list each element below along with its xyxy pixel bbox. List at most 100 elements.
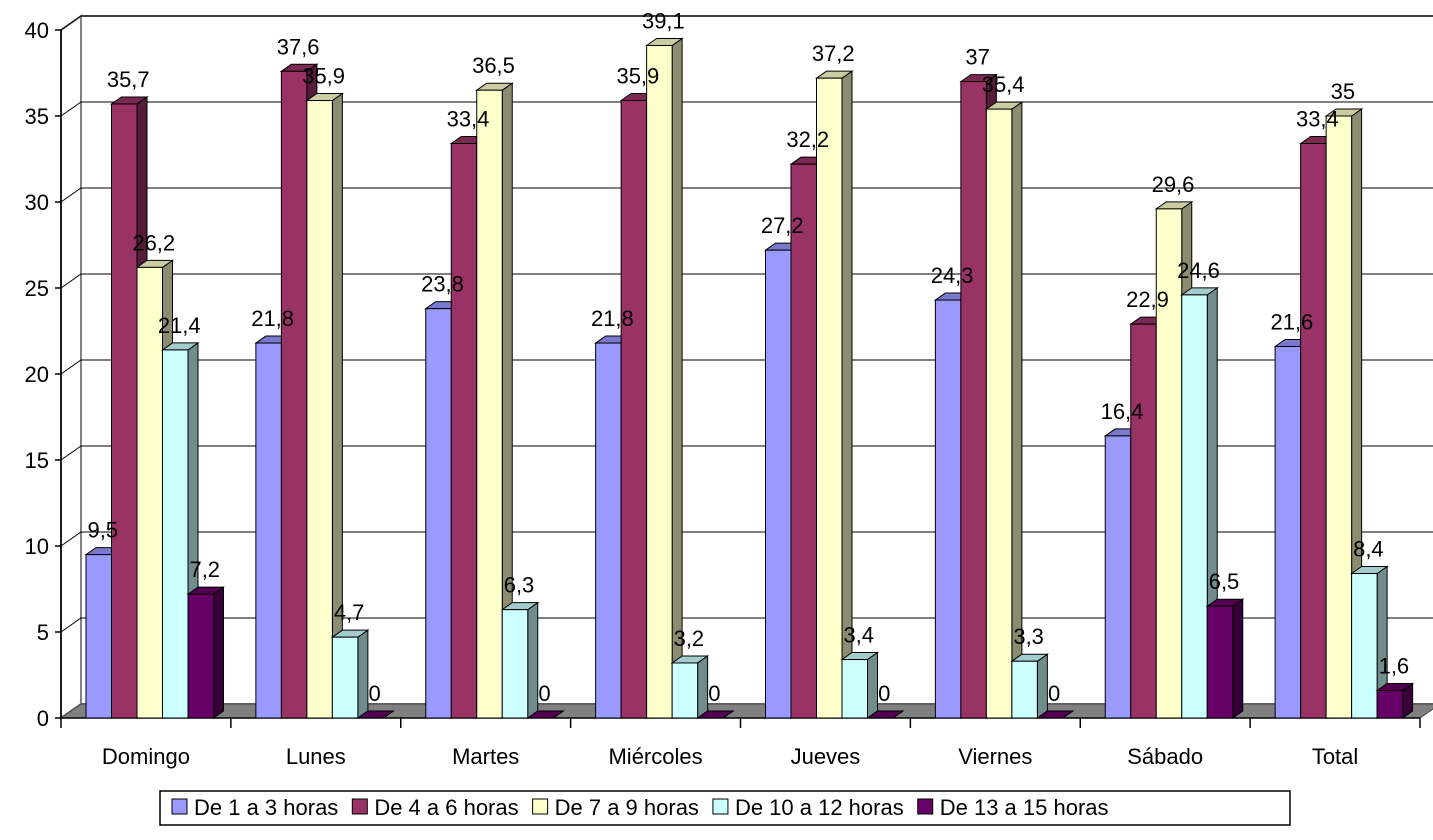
data-label: 21,8 [251,306,294,331]
legend-swatch [171,798,188,815]
legend-swatch [532,798,549,815]
category-label: Jueves [791,744,861,769]
data-label: 32,2 [786,127,829,152]
category-label: Sábado [1127,744,1203,769]
bar-top [865,710,905,719]
bar-front [1155,208,1183,719]
data-label: 23,8 [421,272,464,297]
y-tick-label: 0 [37,706,49,731]
bar-front [985,108,1013,719]
category-label: Martes [452,744,519,769]
category-label: Domingo [102,744,190,769]
bar [305,92,344,719]
bar-front [1181,294,1208,719]
data-label: 0 [878,681,890,706]
legend-label: De 10 a 12 horas [735,795,904,820]
bar-side [357,629,369,719]
data-label: 6,3 [504,573,535,598]
data-label: 33,4 [447,107,490,132]
bar-side [527,601,539,719]
data-label: 3,2 [674,626,705,651]
bar [186,586,226,719]
data-label: 0 [1048,681,1060,706]
data-label: 7,2 [189,557,220,582]
bar-front [934,299,962,719]
legend-item: De 4 a 6 horas [351,795,519,820]
data-label: 37,2 [812,41,855,66]
bar [670,654,710,719]
bar [475,82,514,719]
bar-side [697,654,709,719]
bar [330,629,370,719]
bar [1324,108,1364,719]
data-label: 24,3 [931,263,974,288]
data-label: 8,4 [1353,537,1384,562]
bar-front [476,89,503,719]
bar-side [213,586,224,719]
bar-front [1274,345,1302,719]
bar-side [841,70,853,719]
bar-front [85,554,112,719]
data-label: 3,3 [1013,624,1044,649]
bar-top [696,710,735,719]
data-label: 37 [965,45,989,70]
legend-swatch [351,798,368,815]
bar [1035,710,1075,719]
data-label: 22,9 [1126,287,1169,312]
data-label: 6,5 [1209,569,1240,594]
bar-front [331,636,359,719]
bar [696,710,735,719]
legend-label: De 13 a 15 horas [940,795,1109,820]
legend-item: De 1 a 3 horas [171,795,338,820]
data-label: 21,4 [158,313,201,338]
bar-front [1206,605,1234,719]
y-tick-label: 5 [37,620,49,645]
data-label: 35,7 [107,67,150,92]
legend-swatch [917,798,934,815]
data-label: 26,2 [132,230,175,255]
bar-front [671,662,699,719]
bar-front [1011,660,1038,719]
data-label: 9,5 [87,518,118,543]
legend-item: De 7 a 9 horas [532,795,699,820]
bar-front [1325,115,1353,719]
bar-front [1376,689,1404,719]
data-label: 29,6 [1152,172,1195,197]
category-label: Viernes [958,744,1032,769]
data-label: 37,6 [277,34,320,59]
bar [500,601,540,719]
legend-label: De 4 a 6 horas [374,795,518,820]
bar [865,710,905,719]
bar-front [1351,573,1378,719]
legend-label: De 7 a 9 horas [555,795,699,820]
y-tick-label: 20 [25,362,49,387]
data-label: 21,8 [591,306,634,331]
data-label: 36,5 [472,53,515,78]
bar-side [671,37,683,719]
bar-top [526,710,565,719]
legend-item: De 13 a 15 horas [917,795,1109,820]
data-label: 0 [538,681,550,706]
category-label: Miércoles [608,744,702,769]
bar [984,101,1024,719]
bar-front [1104,435,1132,719]
bar [1205,598,1245,719]
bar-side [1232,598,1244,719]
bar [814,70,854,719]
data-label: 0 [369,681,381,706]
bar-front [111,103,138,719]
data-label: 33,4 [1296,107,1339,132]
bar-front [841,659,868,719]
bar-front [255,342,282,719]
bar-front [1300,143,1327,719]
data-label: 3,4 [843,623,874,648]
bar-front [595,342,622,719]
data-label: 35,9 [302,64,345,89]
y-tick-label: 15 [25,448,49,473]
bar-front [1130,323,1157,719]
legend-swatch [712,798,729,815]
bar-front [790,163,817,719]
data-label: 21,6 [1270,309,1313,334]
data-label: 35 [1331,79,1355,104]
